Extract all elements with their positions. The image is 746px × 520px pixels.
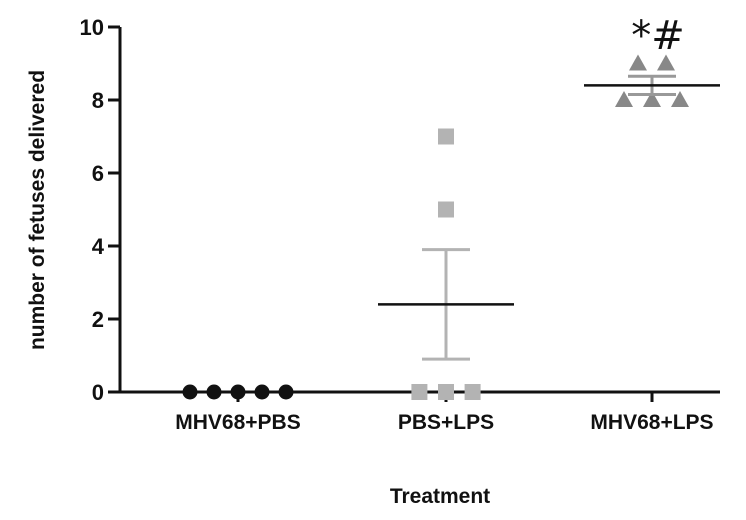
y-tick-label: 2: [92, 307, 104, 332]
data-point: [438, 129, 454, 145]
data-point: [465, 384, 481, 400]
data-point: [183, 385, 198, 400]
x-tick-label: PBS+LPS: [398, 411, 494, 434]
data-point: [279, 385, 294, 400]
significance-annotation: *#: [631, 13, 685, 59]
series-mhv68-lps: [584, 55, 720, 108]
x-tick-label: MHV68+LPS: [590, 411, 713, 434]
y-tick-label: 6: [92, 161, 104, 186]
data-point: [231, 385, 246, 400]
y-tick-label: 0: [92, 380, 104, 405]
data-point: [411, 384, 427, 400]
y-tick-label: 4: [92, 234, 105, 259]
series-pbs-lps: [378, 129, 514, 401]
x-axis-title: Treatment: [390, 485, 490, 508]
y-axis-title: number of fetuses delivered: [26, 70, 49, 350]
x-tick-label: MHV68+PBS: [175, 411, 300, 434]
data-point: [207, 385, 222, 400]
data-point: [255, 385, 270, 400]
y-tick-label: 8: [92, 88, 104, 113]
data-point: [438, 202, 454, 218]
axes: 0 2 4 6 8 10 MHV68+PBS PBS+LPS MHV68+LPS: [80, 15, 720, 434]
y-tick-label: 10: [80, 15, 104, 40]
marks: *#: [183, 13, 721, 400]
data-point: [438, 384, 454, 400]
